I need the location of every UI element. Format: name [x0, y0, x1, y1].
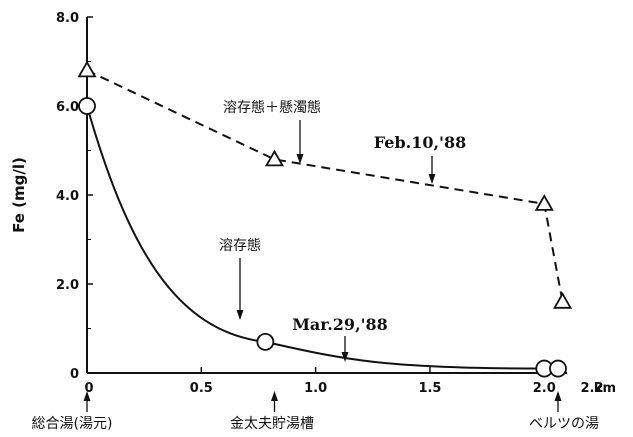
x-tick-label: 1.5 [418, 381, 441, 396]
x-tick-label: 1.0 [304, 381, 327, 396]
location-label-baelz-bath: ベルツの湯 [529, 415, 599, 432]
triangle-marker [553, 291, 573, 309]
location-label-source: 総合湯(湯元) [32, 415, 113, 432]
series-label-dissolved: 溶存態 [219, 238, 261, 254]
arrow-storage-location-head [270, 391, 278, 401]
x-tick-label: 0 [84, 381, 93, 396]
y-tick-label: 2.0 [56, 278, 79, 293]
arrow-feb-date-head [428, 174, 436, 184]
arrow-dissolved-label-head [236, 310, 244, 320]
y-tick-label: 8.0 [56, 11, 79, 26]
series-date-feb: Feb.10,'88 [374, 133, 466, 152]
y-axis-title: Fe (mg/l) [10, 157, 28, 233]
triangle-marker [534, 194, 554, 211]
x-tick-label: 0.5 [190, 381, 213, 396]
arrow-source-location-head [83, 391, 91, 401]
circle-marker [549, 359, 567, 378]
circle-marker [78, 97, 96, 115]
arrow-baelz-location-head [554, 391, 562, 401]
series-layer [77, 60, 573, 378]
x-tick-label: 2.2 [580, 381, 603, 396]
location-label-storage-tank: 金太夫貯湯槽 [230, 415, 314, 432]
x-axis-unit: km [594, 381, 616, 396]
triangle-marker [77, 60, 97, 78]
y-tick-label: 6.0 [56, 100, 79, 115]
series-label-total: 溶存態＋懸濁態 [223, 100, 321, 116]
triangle-marker [264, 149, 285, 167]
x-tick-label: 2.0 [533, 381, 556, 396]
series-total-line [86, 69, 564, 302]
arrow-total-label-head [296, 154, 304, 164]
axes: 0 2.0 4.0 6.0 8.0 0 0.5 1.0 1.5 2.0 2.2 [56, 11, 604, 396]
annotation-arrows [83, 120, 562, 412]
labels: Fe (mg/l) km 溶存態＋懸濁態 Feb.10,'88 溶存態 Mar.… [10, 100, 616, 432]
arrow-mar-date-head [341, 352, 349, 362]
circle-marker [256, 332, 275, 351]
series-date-mar: Mar.29,'88 [292, 315, 388, 334]
y-tick-label: 4.0 [56, 189, 79, 204]
y-tick-label: 0 [70, 367, 79, 382]
